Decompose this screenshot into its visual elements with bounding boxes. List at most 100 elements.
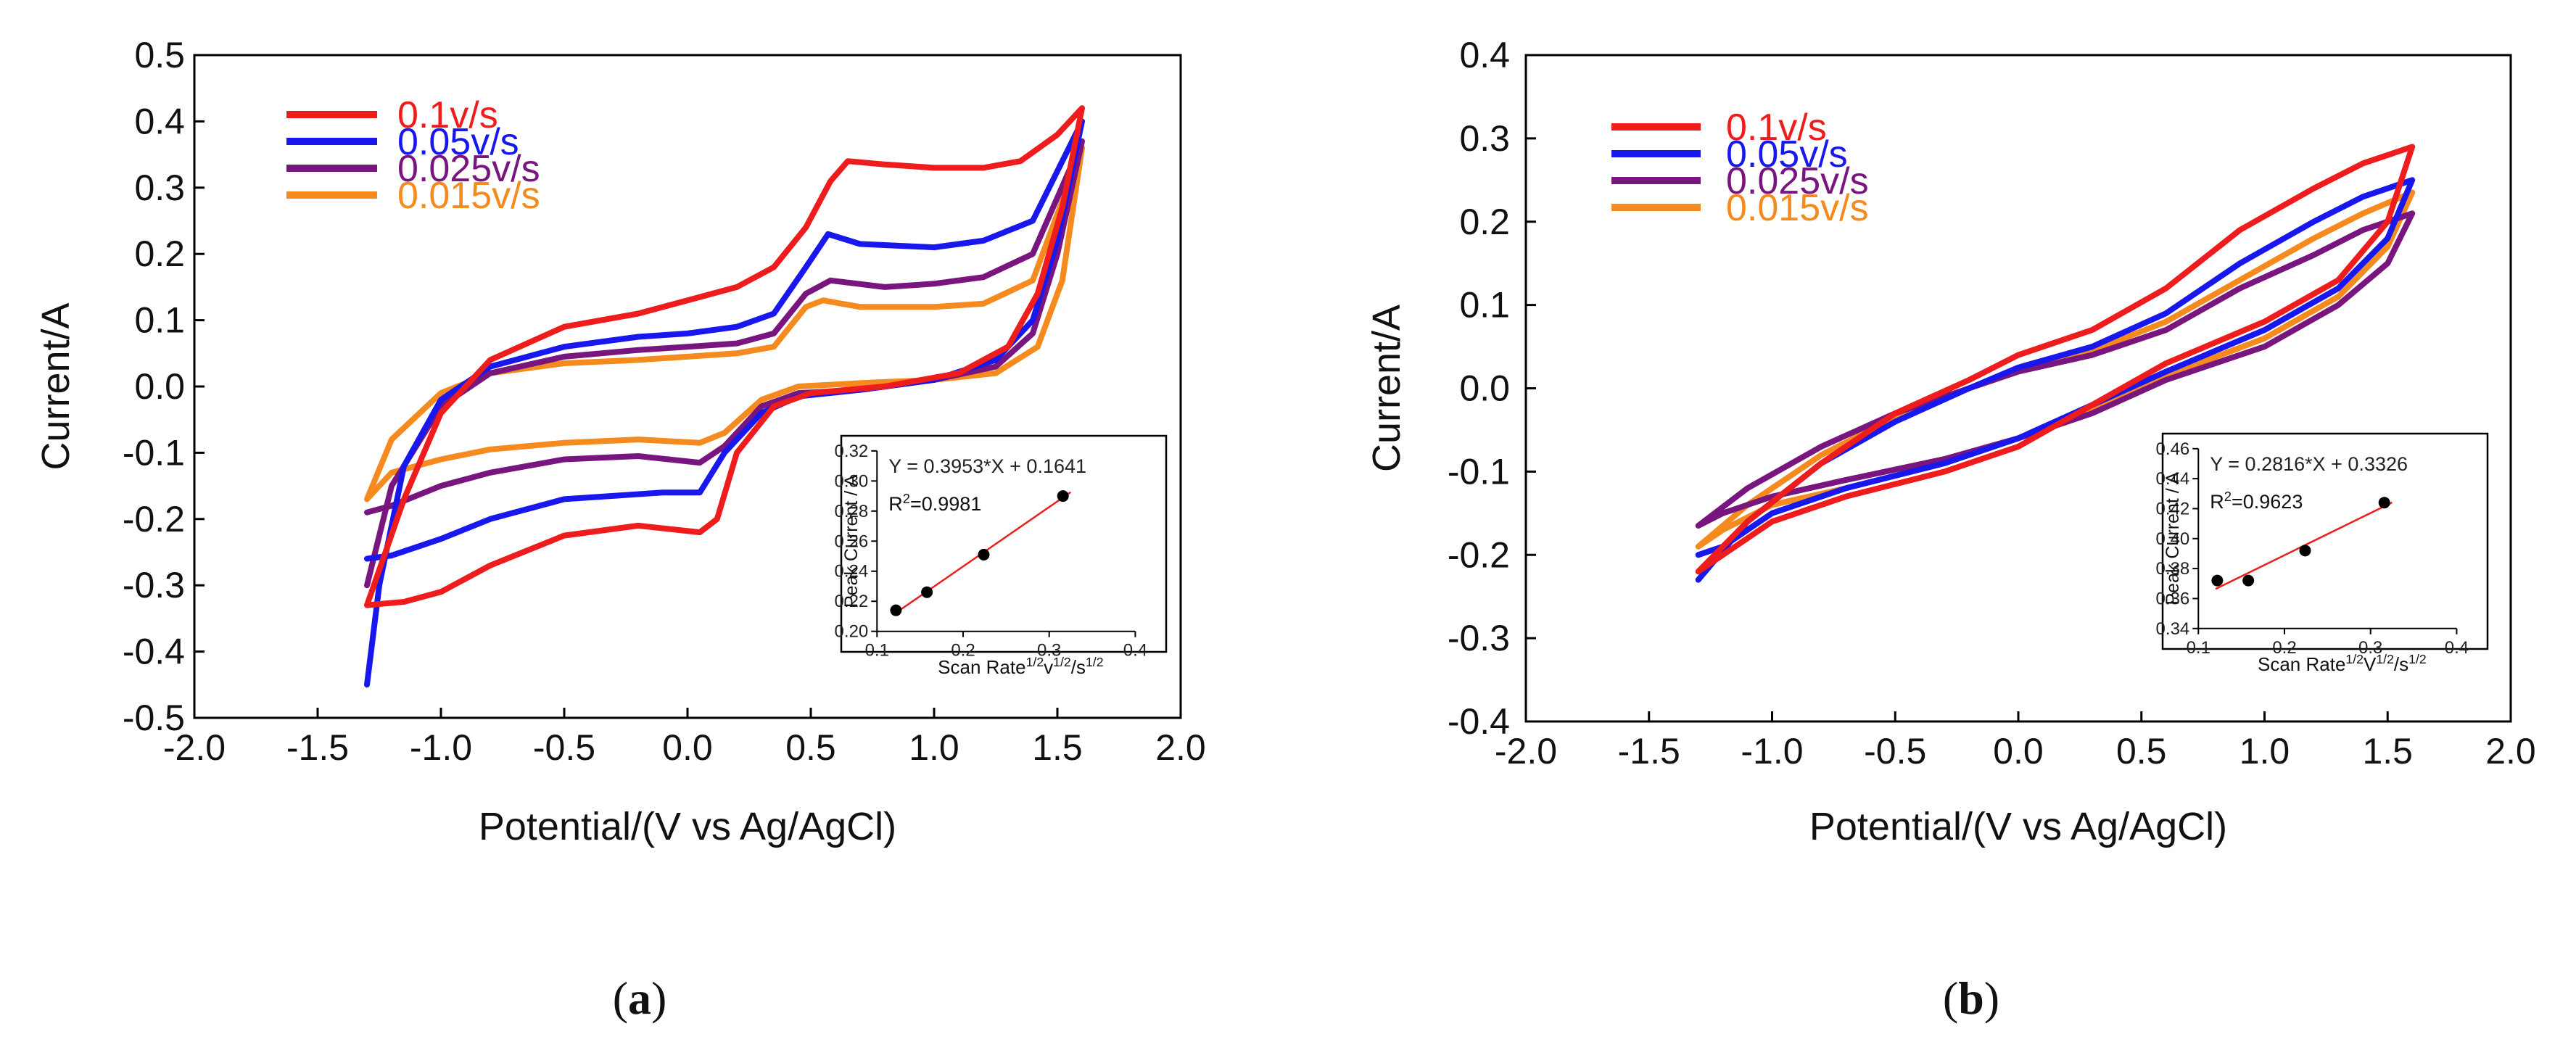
caption-close: )	[1984, 972, 1999, 1024]
x-tick-label: 0.5	[2116, 731, 2167, 772]
inset-data-point	[2378, 497, 2390, 509]
inset-y-tick-label: 0.24	[835, 562, 869, 582]
series-line-0.05v/s	[364, 118, 1085, 688]
caption-letter: b	[1958, 972, 1984, 1024]
y-tick-label: -0.1	[1448, 451, 1510, 492]
legend-label: 0.1v/s	[1726, 107, 1827, 149]
caption-close: )	[651, 972, 666, 1024]
inset-r2-part-0: R	[2210, 491, 2224, 513]
x-tick-label: 2.0	[1155, 727, 1206, 768]
inset-data-point	[2242, 574, 2255, 587]
legend-label: 0.05v/s	[397, 121, 519, 163]
y-tick-label: 0.3	[1459, 118, 1510, 159]
inset-x-label-part-5: 1/2	[1086, 655, 1104, 669]
panel-b: -0.4 -0.3 -0.2 -0.1 0.0 0.1 0.2 0.3 0.4 -2.0 -1.5 -…	[1365, 35, 2536, 1024]
inset-x-label-part-1: 1/2	[2345, 652, 2364, 666]
inset-equation: Y = 0.3953*X + 0.1641	[888, 455, 1086, 477]
inset-x-label-part-4: /s	[2394, 653, 2408, 675]
inset-y-tick-label: 0.26	[835, 532, 869, 551]
x-tick-label: -2.0	[1495, 731, 1557, 772]
x-tick-label: 2.0	[2485, 731, 2536, 772]
x-tick-label: 0.5	[785, 727, 836, 768]
inset-x-tick-label: 0.1	[2187, 638, 2210, 658]
inset-y-tick-label: 0.20	[835, 622, 869, 642]
inset-y-label: Peak Current / A	[2163, 472, 2183, 605]
x-tick-label: -1.5	[286, 727, 349, 768]
caption-letter: a	[628, 972, 651, 1024]
y-tick-label: -0.4	[123, 632, 185, 672]
inset-x-tick-label: 0.1	[865, 641, 889, 661]
x-tick-label: -1.0	[410, 727, 472, 768]
x-tick-label: -0.5	[1864, 731, 1926, 772]
x-axis-label: Potential/(V vs Ag/AgCl)	[479, 805, 896, 848]
panel-caption: (b)	[1943, 972, 1999, 1024]
inset-y-tick-label: 0.28	[835, 502, 869, 521]
inset-x-tick-label: 0.2	[2272, 638, 2296, 658]
inset-y-tick-label: 0.38	[2156, 559, 2190, 579]
inset-x-tick-label: 0.2	[951, 641, 975, 661]
inset-x-label-part-1: 1/2	[1026, 655, 1044, 669]
inset-x-tick-label: 0.4	[1123, 641, 1147, 661]
x-tick-label: 0.0	[662, 727, 713, 768]
y-tick-label: 0.1	[134, 300, 185, 341]
inset-y-label: Peak Current / A	[841, 474, 862, 608]
inset-y-label-part-0: Peak Current / A	[2163, 472, 2183, 605]
inset-data-point	[921, 586, 933, 598]
x-tick-label: 1.5	[2362, 731, 2413, 772]
caption-open: (	[613, 972, 628, 1024]
inset-data-point	[2211, 574, 2224, 587]
inset-y-tick-label: 0.46	[2156, 439, 2190, 459]
inset-y-tick-label: 0.36	[2156, 589, 2190, 608]
inset-x-label-part-4: /s	[1071, 656, 1086, 678]
y-tick-label: -0.4	[1448, 701, 1510, 742]
y-axis-label: Current/A	[1365, 305, 1408, 472]
y-tick-label: 0.1	[1459, 285, 1510, 326]
y-tick-label: 0.3	[134, 167, 185, 208]
y-tick-label: -0.2	[1448, 534, 1510, 575]
legend-label: 0.025v/s	[397, 148, 540, 190]
inset-r2-part-2: =0.9981	[910, 493, 981, 515]
inset-y-tick-label: 0.44	[2156, 469, 2190, 489]
series-line-0.05v/s	[1695, 177, 2416, 583]
y-tick-label: -0.3	[1448, 618, 1510, 658]
y-tick-label: 0.0	[1459, 368, 1510, 409]
y-tick-label: -0.1	[123, 432, 185, 473]
legend-label: 0.05v/s	[1726, 133, 1848, 175]
inset-equation: Y = 0.2816*X + 0.3326	[2210, 453, 2408, 475]
inset-x-label-part-2: v	[1044, 656, 1053, 678]
series-line-0.1v/s	[364, 105, 1085, 608]
inset-x-tick-label: 0.3	[1037, 641, 1061, 661]
y-tick-label: 0.2	[134, 233, 185, 274]
inset-frame	[2161, 432, 2489, 650]
inset-chart: 0.340.360.380.400.420.440.460.1 0.2 0.3 0.4…	[2156, 432, 2489, 675]
x-tick-label: 1.0	[2239, 731, 2290, 772]
inset-r2-part-1: 2	[903, 490, 910, 505]
inset-y-tick-label: 0.40	[2156, 529, 2190, 549]
inset-data-point	[2299, 545, 2311, 557]
legend: 0.1v/s0.05v/s0.025v/s0.015v/s	[286, 94, 540, 217]
legend-label: 0.1v/s	[397, 94, 498, 136]
inset-x-label-part-0: Scan Rate	[2258, 653, 2345, 675]
inset-x-label-part-5: 1/2	[2408, 652, 2427, 666]
x-tick-label: -2.0	[163, 727, 226, 768]
caption-open: (	[1943, 972, 1958, 1024]
inset-x-label-part-3: 1/2	[1053, 655, 1071, 669]
legend: 0.1v/s0.05v/s0.025v/s0.015v/s	[1611, 107, 1869, 229]
inset-y-tick-label: 0.32	[835, 442, 869, 461]
inset-x-tick-label: 0.3	[2358, 638, 2382, 658]
panel-a: -0.5 -0.4 -0.3 -0.2 -0.1 0.0 0.1 0.2 0.3 0.4 0.5 -2…	[34, 35, 1206, 1024]
panel-caption: (a)	[613, 972, 667, 1024]
x-tick-label: -0.5	[533, 727, 595, 768]
y-tick-label: 0.4	[134, 101, 185, 141]
series-line-0.025v/s	[364, 138, 1085, 589]
inset-r2-part-0: R	[888, 493, 903, 515]
inset-chart: 0.20 0.22 0.24 0.26 0.28 0.30 0.32 0.1 0.2 0.3 0.4…	[835, 434, 1168, 678]
x-tick-label: -1.0	[1741, 731, 1803, 772]
inset-y-tick-label: 0.22	[835, 592, 869, 611]
inset-x-label: Scan Rate1/2V1/2/s1/2	[2258, 652, 2427, 675]
inset-x-label-part-0: Scan Rate	[938, 656, 1025, 678]
inset-y-tick-label: 0.34	[2156, 619, 2190, 639]
inset-data-point	[1057, 490, 1069, 502]
x-tick-label: 1.0	[909, 727, 959, 768]
